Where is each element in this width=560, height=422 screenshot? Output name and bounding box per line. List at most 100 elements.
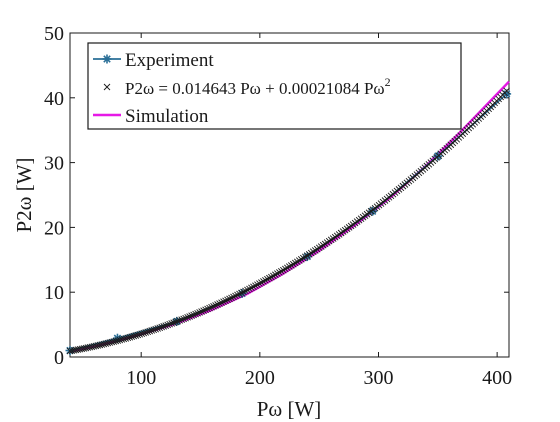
fit-point (110, 338, 118, 345)
fit-point (114, 337, 122, 344)
fit-point (132, 332, 140, 339)
fit-point (311, 247, 319, 254)
series-layer (65, 80, 512, 356)
x-tick-label: 200 (245, 367, 275, 389)
fit-point (295, 257, 303, 264)
fit-point (276, 269, 283, 276)
fit-point (152, 325, 160, 333)
fit-point (108, 338, 116, 346)
fit-point (186, 313, 193, 320)
fit-point (287, 262, 295, 269)
y-axis-label: P2ω [W] (12, 157, 36, 232)
fit-point (158, 323, 166, 331)
fit-point (122, 335, 130, 342)
fit-point (246, 285, 253, 293)
fit-point (196, 309, 203, 316)
fit-point (118, 336, 126, 343)
fit-point (198, 308, 205, 315)
fit-point (258, 279, 265, 286)
fit-point (148, 327, 156, 334)
y-axis: 0 10 20 30 40 50 (44, 23, 509, 369)
fit-point (293, 258, 301, 266)
fit-point (268, 273, 275, 281)
fit-point (232, 292, 239, 300)
legend-simulation-label: Simulation (125, 106, 209, 127)
fit-point (84, 344, 92, 351)
fit-point (220, 298, 227, 306)
fit-point (248, 284, 255, 292)
legend: Experiment P2ω = 0.014643 Pω + 0.0002108… (87, 42, 462, 130)
fit-point (289, 260, 297, 268)
fit-point (202, 306, 209, 314)
fit-point (301, 253, 309, 261)
fit-point (208, 303, 215, 311)
fit-point (182, 314, 189, 322)
fit-point (250, 283, 257, 291)
fit-point (218, 299, 225, 306)
fit-point (160, 323, 168, 330)
fit-point (70, 346, 78, 354)
fit-point (236, 290, 243, 298)
fit-point (240, 288, 247, 296)
fit-point (226, 295, 233, 303)
y-tick-label: 30 (44, 153, 64, 175)
fit-point (116, 336, 124, 344)
legend-box (87, 42, 462, 130)
fit-point (150, 326, 158, 334)
fit-point (222, 297, 229, 305)
legend-fit-label: P2ω = 0.014643 Pω + 0.00021084 Pω2 (125, 75, 391, 98)
fit-point (126, 333, 134, 341)
fit-point (224, 296, 231, 304)
fit-point (266, 274, 273, 282)
fit-point (164, 321, 172, 329)
x-tick-label: 300 (363, 367, 393, 389)
y-tick-label: 20 (44, 217, 64, 239)
legend-experiment-marker (102, 54, 112, 64)
fit-point (156, 324, 164, 332)
fit-point (262, 277, 269, 284)
fit-point (90, 343, 98, 350)
fit-point (188, 312, 195, 320)
fit-point (184, 314, 191, 321)
fit-point (216, 300, 223, 307)
fit-point (254, 281, 261, 288)
fit-point (166, 320, 174, 328)
fit-point (234, 291, 241, 299)
fit-point (72, 346, 80, 354)
fit-point (244, 286, 251, 294)
x-tick-label: 400 (482, 367, 512, 389)
fit-point (128, 333, 136, 340)
fit-point (291, 259, 299, 267)
fit-point (303, 252, 311, 259)
fit-point (190, 311, 197, 319)
fit-point (214, 301, 221, 308)
fit-point (172, 318, 179, 326)
fit-point (112, 337, 120, 345)
fit-point (76, 345, 84, 353)
fit-point (74, 346, 82, 353)
fit-point (92, 342, 100, 350)
fit-point (174, 317, 181, 325)
fit-point (146, 327, 154, 335)
y-tick-label: 10 (44, 282, 64, 304)
fit-point (200, 307, 207, 315)
y-tick-label: 50 (44, 23, 64, 45)
fit-point (503, 87, 510, 95)
fit-point (102, 340, 110, 347)
x-tick-label: 100 (126, 367, 156, 389)
x-axis: 100 200 300 400 (126, 33, 512, 389)
fit-point (321, 240, 329, 248)
fit-point (154, 325, 162, 332)
fit-point (272, 271, 279, 279)
fit-point (88, 343, 96, 351)
fit-point (206, 304, 213, 312)
fit-point (313, 245, 321, 253)
fit-point (170, 319, 177, 327)
fit-point (78, 345, 86, 353)
fit-point (323, 239, 331, 246)
fit-point (319, 241, 327, 249)
legend-fit-text: P2ω = 0.014643 Pω + 0.00021084 Pω (125, 79, 385, 98)
fit-point (242, 287, 249, 295)
fit-point (204, 305, 211, 313)
fit-point (98, 341, 106, 348)
